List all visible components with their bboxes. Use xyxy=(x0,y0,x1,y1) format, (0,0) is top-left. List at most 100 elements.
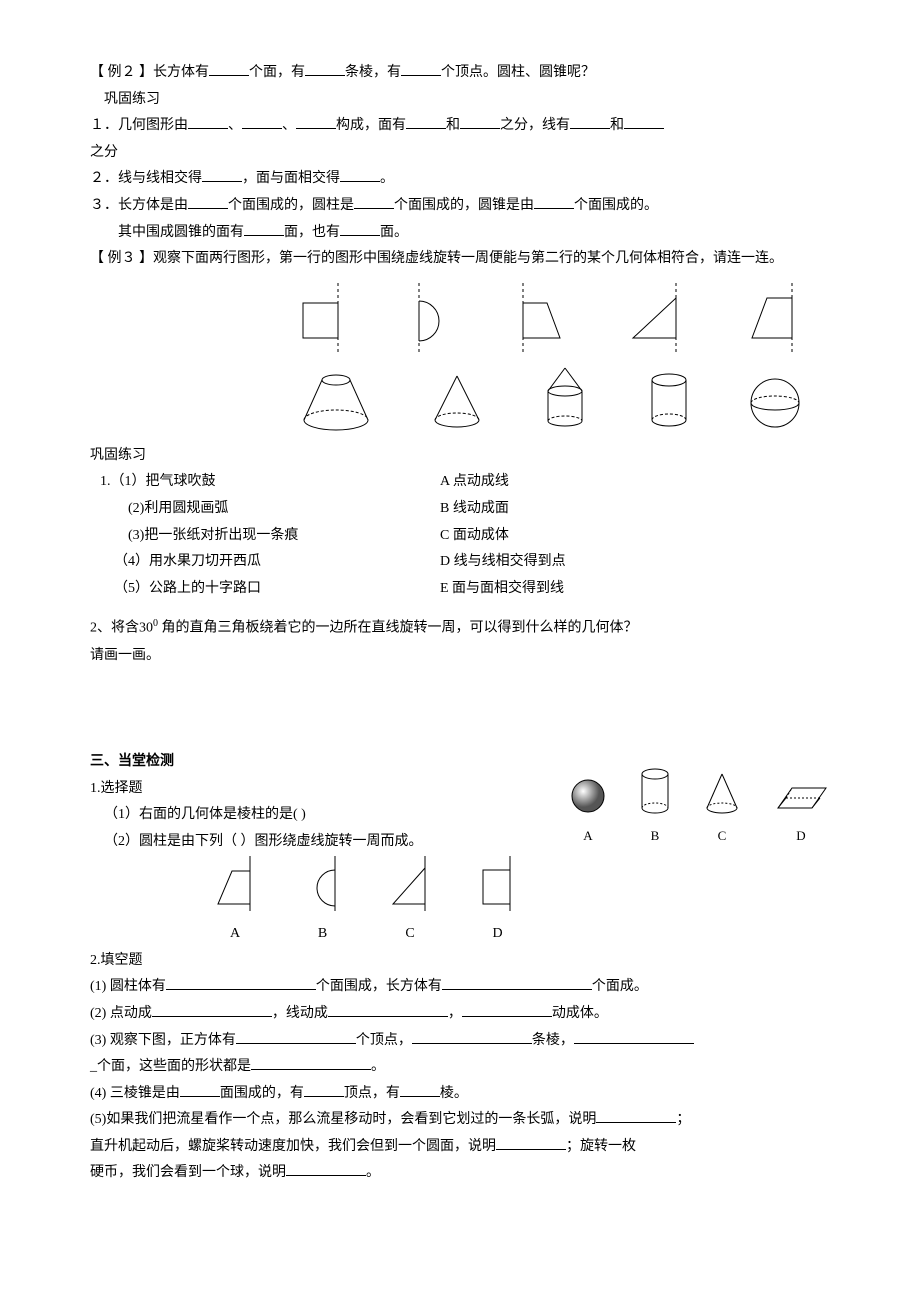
label-a: A xyxy=(230,926,240,941)
text: 直升机起动后，螺旋桨转动速度加快，我们会但到一个圆面，说明 xyxy=(90,1139,496,1154)
blank[interactable] xyxy=(304,1082,344,1097)
text: (5)如果我们把流星看作一个点，那么流星移动时，会看到它划过的一条长弧，说明 xyxy=(90,1112,596,1127)
blank[interactable] xyxy=(340,167,380,182)
cone-option-icon xyxy=(702,770,742,816)
blank[interactable] xyxy=(251,1055,371,1070)
blank[interactable] xyxy=(574,1029,694,1044)
consolidate-2-q2: 2、将含300 角的直角三角板绕着它的一边所在直线旋转一周，可以得到什么样的几何… xyxy=(90,614,830,642)
text: 个面围成的，圆柱是 xyxy=(228,198,354,213)
blank[interactable] xyxy=(400,1082,440,1097)
match-left-4: （4）用水果刀切开西瓜 xyxy=(100,549,440,576)
text: 个面成。 xyxy=(592,979,648,994)
trapezoid-with-axis-icon xyxy=(505,283,575,353)
example-2-label: 【 例２ 】 xyxy=(90,65,153,80)
blank[interactable] xyxy=(209,61,249,76)
blank[interactable] xyxy=(188,114,228,129)
flat-shapes-row xyxy=(270,283,830,353)
blank[interactable] xyxy=(328,1002,448,1017)
consolidate-2-title: 巩固练习 xyxy=(90,443,830,470)
text: 构成，面有 xyxy=(336,118,406,133)
solids-options: A B C D xyxy=(568,766,830,849)
blank[interactable] xyxy=(460,114,500,129)
text: 。 xyxy=(366,1165,380,1180)
rectangle-with-axis-icon xyxy=(293,283,353,353)
blank[interactable] xyxy=(152,1002,272,1017)
blank[interactable] xyxy=(462,1002,552,1017)
blank[interactable] xyxy=(188,194,228,209)
text: 2、将含 xyxy=(90,621,139,636)
match-right-d: D 线与线相交得到点 xyxy=(440,549,566,576)
blank[interactable] xyxy=(180,1082,220,1097)
sphere-option-icon xyxy=(568,776,608,816)
label-b: B xyxy=(318,926,327,941)
exam-s2-q3: (3) 观察下图，正方体有个顶点，条棱， _个面，这些面的形状都是。 xyxy=(90,1028,830,1081)
text: ３．长方体是由 xyxy=(90,198,188,213)
text: 动成体。 xyxy=(552,1006,608,1021)
blank[interactable] xyxy=(442,975,592,990)
text: 个面，有 xyxy=(249,65,305,80)
blank[interactable] xyxy=(202,167,242,182)
text: 面围成的，有 xyxy=(220,1086,304,1101)
blank[interactable] xyxy=(286,1161,366,1176)
text: 硬币，我们会看到一个球，说明 xyxy=(90,1165,286,1180)
blank[interactable] xyxy=(340,221,380,236)
blank[interactable] xyxy=(166,975,316,990)
cone-icon xyxy=(427,368,487,433)
exam-s2: 2.填空题 xyxy=(90,948,830,975)
blank[interactable] xyxy=(570,114,610,129)
blank[interactable] xyxy=(596,1108,676,1123)
blank[interactable] xyxy=(412,1029,532,1044)
blank[interactable] xyxy=(401,61,441,76)
match-right-e: E 面与面相交得到线 xyxy=(440,576,566,603)
text: ，面与面相交得 xyxy=(242,171,340,186)
text: ； xyxy=(676,1112,690,1127)
blank[interactable] xyxy=(236,1029,356,1044)
blank[interactable] xyxy=(242,114,282,129)
text: ２．线与线相交得 xyxy=(90,171,202,186)
text: ，线动成 xyxy=(272,1006,328,1021)
consolidate-1-q2: ２．线与线相交得 ，面与面相交得 。 xyxy=(90,166,830,193)
example-3: 【 例３ 】观察下面两行图形，第一行的图形中围绕虚线旋转一周便能与第二行的某个几… xyxy=(90,246,830,273)
text: (3) 观察下图，正方体有 xyxy=(90,1033,236,1048)
text: １．几何图形由 xyxy=(90,118,188,133)
text: 棱。 xyxy=(440,1086,468,1101)
text: 条棱， xyxy=(532,1033,574,1048)
text: 个面围成，长方体有 xyxy=(316,979,442,994)
text: 。 xyxy=(380,171,394,186)
match-right-b: B 线动成面 xyxy=(440,496,566,523)
text: 面，也有 xyxy=(284,225,340,240)
match-left-3: (3)把一张纸对折出现一条痕 xyxy=(100,523,440,550)
exam-s2-q5: (5)如果我们把流星看作一个点，那么流星移动时，会看到它划过的一条长弧，说明； … xyxy=(90,1107,830,1187)
right-trapezoid-with-axis-icon xyxy=(737,283,807,353)
blank[interactable] xyxy=(624,114,664,129)
example-3-label: 【 例３ 】 xyxy=(90,251,153,266)
text: 和 xyxy=(610,118,624,133)
blank[interactable] xyxy=(296,114,336,129)
trapezoid-axis-icon xyxy=(210,856,260,911)
exam-s2-q1: (1) 圆柱体有个面围成，长方体有个面成。 xyxy=(90,974,830,1001)
prism-option-icon xyxy=(772,782,830,816)
text: 个面围成的，圆锥是由 xyxy=(394,198,534,213)
text: 面。 xyxy=(380,225,408,240)
triangle-axis-icon xyxy=(385,856,435,911)
text: 条棱，有 xyxy=(345,65,401,80)
label-d: D xyxy=(796,828,805,843)
label-b: B xyxy=(651,828,660,843)
blank[interactable] xyxy=(354,194,394,209)
text: 。 xyxy=(371,1059,385,1074)
semicircle-with-axis-icon xyxy=(399,283,459,353)
label-c: C xyxy=(405,926,414,941)
text: 和 xyxy=(446,118,460,133)
blank[interactable] xyxy=(406,114,446,129)
matching-block: 1.（1）把气球吹鼓 (2)利用圆规画弧 (3)把一张纸对折出现一条痕 （4）用… xyxy=(100,469,830,602)
degree-symbol: 0 xyxy=(153,618,158,629)
blank[interactable] xyxy=(496,1135,566,1150)
rotation-options: A B C D xyxy=(210,856,830,948)
semicircle-axis-icon xyxy=(300,856,345,911)
blank[interactable] xyxy=(305,61,345,76)
text: 观察下面两行图形，第一行的图形中围绕虚线旋转一周便能与第二行的某个几何体相符合，… xyxy=(153,251,783,266)
text: 角的直角三角板绕着它的一边所在直线旋转一周，可以得到什么样的几何体？ xyxy=(162,621,638,636)
rectangle-axis-icon xyxy=(475,856,520,911)
blank[interactable] xyxy=(534,194,574,209)
blank[interactable] xyxy=(244,221,284,236)
